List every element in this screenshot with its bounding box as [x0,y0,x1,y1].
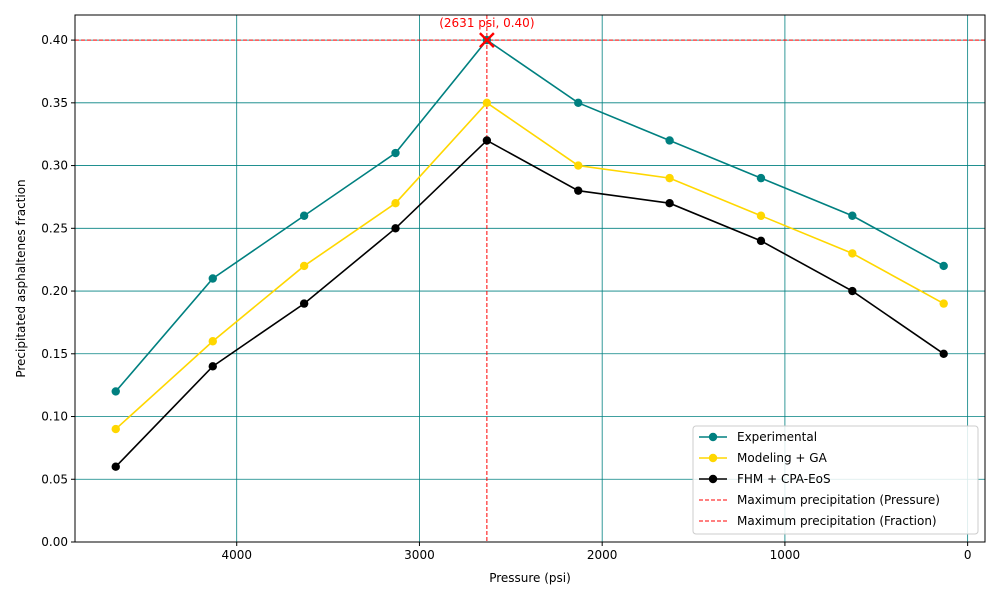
y-axis-ticks: 0.00 0.05 0.10 0.15 0.20 0.25 0.30 0.35 0.40 [41,33,75,549]
x-tick-label: 0 [964,548,972,562]
data-point [574,161,583,170]
legend-marker [708,474,718,484]
data-point [848,286,857,296]
data-point [208,362,217,371]
data-point [482,98,492,108]
y-tick-label: 0.15 [41,347,68,361]
data-point [299,261,309,271]
series-layer [111,35,948,471]
series-line [115,139,945,468]
data-point [482,136,492,145]
series-1 [111,98,948,434]
data-point [665,136,674,145]
data-point [111,387,120,396]
data-point [939,299,948,308]
data-point [111,462,120,471]
x-tick-label: 2000 [587,548,618,562]
data-point [391,148,400,158]
y-tick-label: 0.20 [41,284,68,298]
legend-label: Maximum precipitation (Fraction) [737,514,937,528]
series-2 [111,136,948,471]
y-tick-label: 0.35 [41,96,68,110]
legend-entry: Maximum precipitation (Fraction) [699,514,937,528]
legend-entry: Modeling + GA [699,451,828,465]
data-point [208,337,217,346]
x-axis-title: Pressure (psi) [489,571,571,585]
series-line [115,39,945,392]
y-tick-label: 0.25 [41,221,68,235]
legend-box [692,425,979,535]
y-axis-title: Precipitated asphaltenes fraction [14,179,28,377]
data-point [848,249,857,258]
data-point [756,173,766,183]
data-point [665,199,674,208]
data-point [208,274,217,283]
legend-marker [708,453,718,463]
legend-entry: Maximum precipitation (Pressure) [699,493,940,507]
data-point [391,224,400,233]
data-point [665,173,674,183]
x-tick-label: 4000 [221,548,252,562]
x-tick-label: 1000 [770,548,801,562]
legend: Experimental Modeling + GA FHM + CPA-EoS Ma… [692,425,979,535]
x-axis-ticks: 4000 3000 2000 1000 0 [221,542,971,562]
legend-label: FHM + CPA-EoS [737,472,831,486]
series-line [115,101,945,430]
data-point [756,236,766,246]
legend-label: Maximum precipitation (Pressure) [737,493,940,507]
max-point-annotation: (2631 psi, 0.40) [439,16,534,30]
data-point [848,211,857,220]
annotation-layer: (2631 psi, 0.40) [439,16,535,48]
data-point [111,424,120,434]
y-tick-label: 0.40 [41,33,68,47]
data-point [299,299,309,308]
data-point [574,186,583,195]
data-point [756,211,766,220]
y-tick-label: 0.10 [41,410,68,424]
data-point [574,98,583,108]
max-point-marker [479,32,495,48]
data-point [939,349,948,358]
y-tick-label: 0.05 [41,472,68,486]
data-point [391,199,400,208]
legend-marker [708,432,718,442]
x-tick-label: 3000 [404,548,435,562]
legend-entry: Experimental [699,430,817,444]
data-point [939,261,948,271]
legend-label: Experimental [737,430,817,444]
y-tick-label: 0.00 [41,535,68,549]
legend-entry: FHM + CPA-EoS [699,472,831,486]
y-tick-label: 0.30 [41,159,68,173]
plot-frame [74,14,986,543]
legend-label: Modeling + GA [737,451,828,465]
data-point [299,211,309,220]
